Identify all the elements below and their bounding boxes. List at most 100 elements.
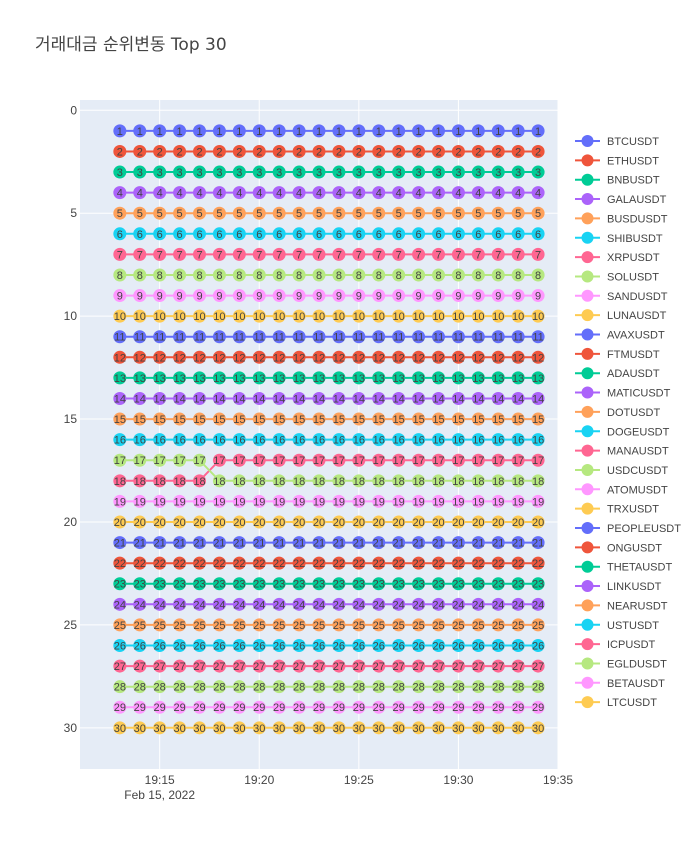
data-point bbox=[272, 659, 286, 673]
data-label: 13 bbox=[532, 373, 544, 385]
data-label: 26 bbox=[532, 640, 544, 652]
data-label: 25 bbox=[253, 620, 265, 632]
data-point bbox=[292, 144, 306, 158]
data-point bbox=[252, 680, 266, 694]
data-label: 17 bbox=[213, 455, 225, 467]
data-point bbox=[372, 680, 386, 694]
data-point bbox=[272, 206, 286, 220]
data-point bbox=[113, 597, 127, 611]
data-point bbox=[491, 330, 505, 344]
data-point bbox=[252, 515, 266, 529]
legend-label: EGLDUSDT bbox=[607, 658, 667, 670]
data-label: 11 bbox=[254, 332, 265, 344]
data-label: 22 bbox=[492, 558, 504, 570]
legend-label: MANAUSDT bbox=[607, 446, 669, 458]
data-point bbox=[252, 577, 266, 591]
data-label: 14 bbox=[273, 393, 285, 405]
data-label: 28 bbox=[512, 682, 524, 694]
data-point bbox=[312, 515, 326, 529]
data-label: 22 bbox=[452, 558, 464, 570]
data-point bbox=[232, 453, 246, 467]
data-point bbox=[372, 144, 386, 158]
data-label: 3 bbox=[216, 167, 222, 179]
data-point bbox=[412, 186, 426, 200]
data-label: 3 bbox=[435, 167, 441, 179]
data-label: 14 bbox=[452, 393, 464, 405]
data-label: 13 bbox=[492, 373, 504, 385]
data-point bbox=[153, 556, 167, 570]
data-label: 1 bbox=[296, 126, 302, 138]
data-label: 2 bbox=[455, 146, 461, 158]
data-label: 25 bbox=[532, 620, 544, 632]
data-point bbox=[332, 227, 346, 241]
data-point bbox=[511, 289, 525, 303]
data-label: 22 bbox=[293, 558, 305, 570]
data-point bbox=[372, 330, 386, 344]
data-label: 26 bbox=[512, 640, 524, 652]
legend-label: FTMUSDT bbox=[607, 349, 660, 361]
data-point bbox=[193, 536, 206, 550]
data-point bbox=[491, 350, 505, 364]
data-point bbox=[193, 433, 206, 447]
data-label: 13 bbox=[154, 373, 166, 385]
data-point bbox=[292, 330, 306, 344]
data-point bbox=[212, 144, 226, 158]
data-label: 15 bbox=[313, 414, 325, 426]
data-label: 7 bbox=[256, 249, 262, 261]
series-lunausdt: 10 10 10 10 10 10 10 10 10 10 10 10 10 10 10 10 10 10 10 10… bbox=[113, 309, 545, 323]
data-point bbox=[531, 453, 545, 467]
data-label: 4 bbox=[356, 188, 362, 200]
data-point bbox=[372, 371, 386, 385]
data-point bbox=[113, 721, 127, 735]
data-point bbox=[392, 144, 406, 158]
data-point bbox=[312, 165, 326, 179]
data-point bbox=[332, 289, 346, 303]
data-label: 28 bbox=[313, 682, 325, 694]
data-label: 14 bbox=[393, 393, 405, 405]
data-point bbox=[471, 474, 485, 488]
data-label: 25 bbox=[432, 620, 444, 632]
data-point bbox=[392, 556, 406, 570]
data-label: 15 bbox=[432, 414, 444, 426]
data-label: 8 bbox=[515, 270, 521, 282]
series-icpusdt: 27 27 27 27 27 27 27 27 27 27 27 27 27 27 27 27 27 27 27 27… bbox=[113, 659, 545, 673]
data-label: 7 bbox=[236, 249, 242, 261]
data-point bbox=[312, 247, 326, 261]
data-point bbox=[113, 638, 127, 652]
data-label: 28 bbox=[532, 682, 544, 694]
data-label: 14 bbox=[512, 393, 524, 405]
data-point bbox=[511, 186, 525, 200]
data-point bbox=[432, 412, 445, 426]
data-point bbox=[412, 206, 426, 220]
data-label: 7 bbox=[396, 249, 402, 261]
data-point bbox=[471, 515, 485, 529]
data-point bbox=[212, 659, 226, 673]
data-label: 17 bbox=[353, 455, 365, 467]
data-point bbox=[352, 206, 366, 220]
data-label: 8 bbox=[276, 270, 282, 282]
data-label: 17 bbox=[193, 455, 205, 467]
data-point bbox=[153, 330, 167, 344]
data-label: 22 bbox=[313, 558, 325, 570]
data-label: 5 bbox=[236, 208, 242, 220]
y-tick-label: 30 bbox=[64, 721, 78, 735]
data-point bbox=[212, 536, 226, 550]
data-label: 27 bbox=[492, 661, 504, 673]
data-label: 30 bbox=[313, 723, 325, 735]
legend-item: AVAXUSDT bbox=[575, 328, 665, 342]
data-label: 25 bbox=[412, 620, 424, 632]
data-point bbox=[133, 309, 147, 323]
data-point bbox=[212, 721, 226, 735]
data-point bbox=[432, 700, 445, 714]
data-point bbox=[193, 494, 206, 508]
data-label: 13 bbox=[373, 373, 385, 385]
data-label: 14 bbox=[313, 393, 325, 405]
data-label: 30 bbox=[114, 723, 126, 735]
data-label: 5 bbox=[535, 208, 541, 220]
data-label: 26 bbox=[213, 640, 225, 652]
data-point bbox=[252, 206, 266, 220]
data-label: 8 bbox=[157, 270, 163, 282]
data-label: 3 bbox=[117, 167, 123, 179]
data-label: 26 bbox=[233, 640, 245, 652]
